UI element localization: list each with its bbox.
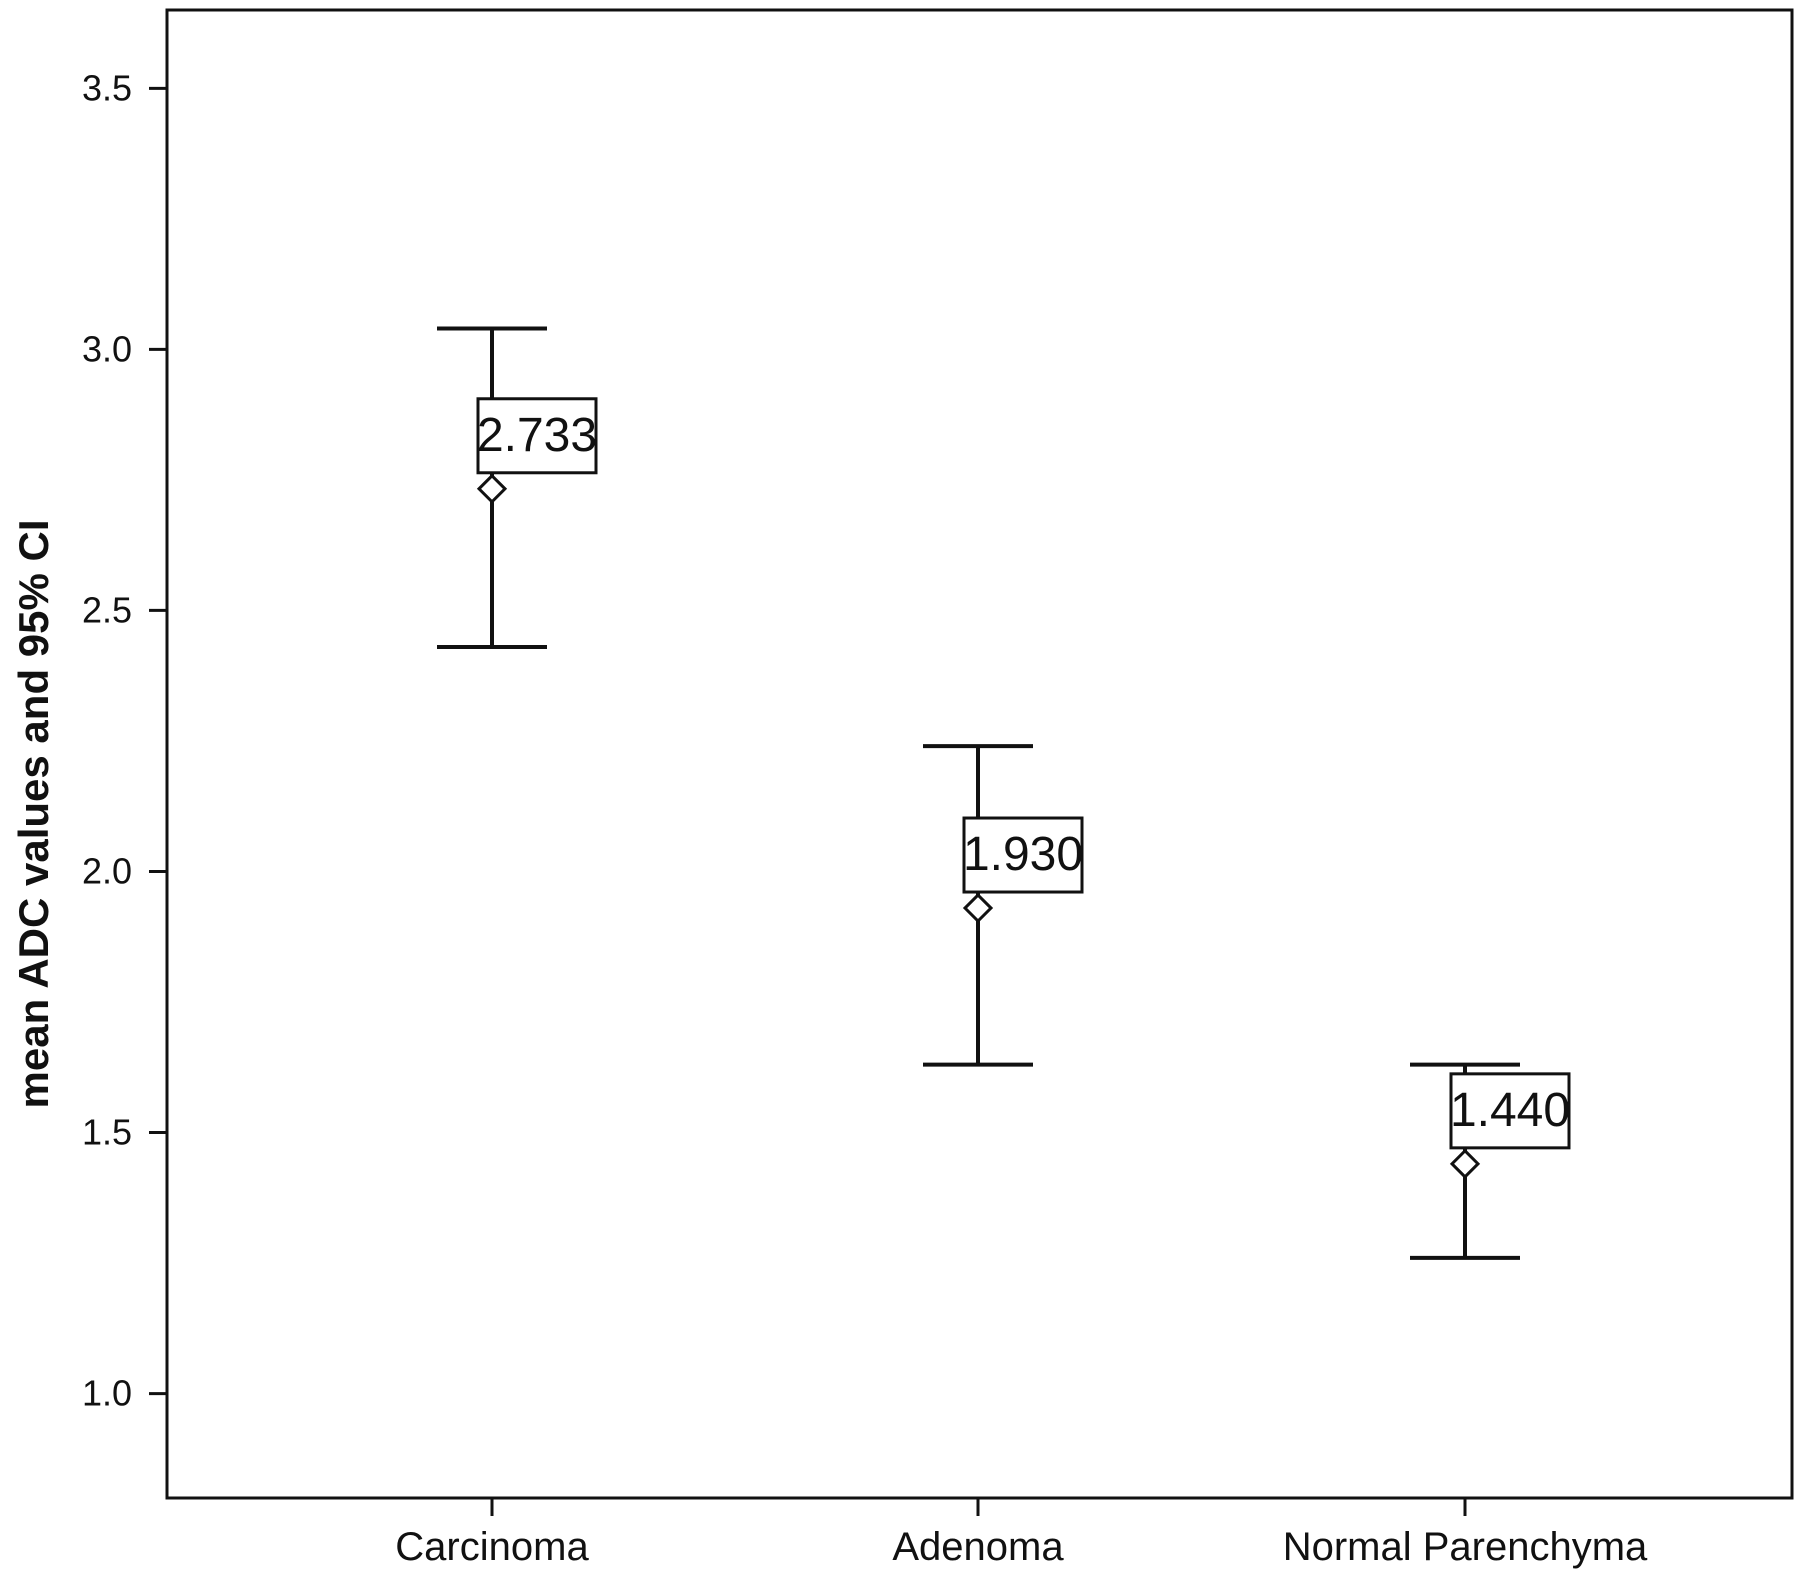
mean-diamond-marker	[476, 473, 508, 504]
mean-label-box	[962, 816, 1084, 894]
mean-label-box	[1449, 1072, 1571, 1150]
mean-label-box	[476, 397, 598, 475]
mean-diamond-marker	[962, 892, 994, 924]
x-tick-label: Normal Parenchyma	[1283, 1525, 1648, 1569]
error-bar-group: 2.733	[437, 326, 598, 649]
y-tick-label: 3.5	[82, 67, 132, 108]
mean-value-label: 1.930	[963, 828, 1083, 881]
y-tick-label: 2.5	[82, 589, 132, 630]
y-axis-title: mean ADC values and 95% CI	[10, 520, 57, 1109]
mean-diamond-marker	[1449, 1148, 1481, 1179]
x-tick-label: Adenoma	[892, 1525, 1064, 1569]
mean-value-label: 1.440	[1450, 1084, 1570, 1137]
y-tick-label: 3.0	[82, 328, 132, 369]
error-bar-group: 1.440	[1410, 1062, 1571, 1260]
y-tick-label: 1.0	[82, 1373, 132, 1414]
mean-value-label: 2.733	[477, 409, 597, 462]
y-axis: 1.0 1.5 2.0 2.5 3.0 3.5	[82, 67, 167, 1414]
error-bar-series: 2.733 1.930 1.440	[437, 326, 1571, 1260]
y-tick-label: 1.5	[82, 1112, 132, 1153]
error-bar-group: 1.930	[923, 744, 1084, 1067]
x-axis: Carcinoma Adenoma Normal Parenchyma	[395, 1498, 1648, 1569]
y-tick-label: 2.0	[82, 850, 132, 891]
x-tick-label: Carcinoma	[395, 1525, 589, 1569]
